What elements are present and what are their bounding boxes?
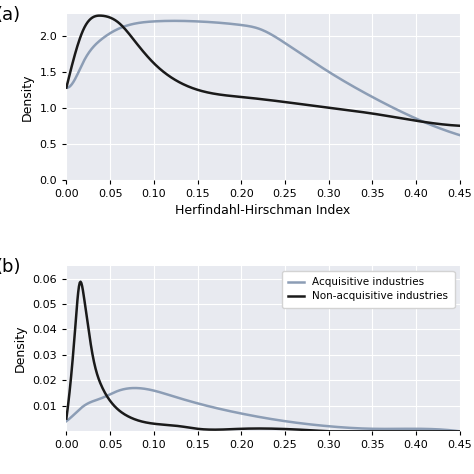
Text: (a): (a) (0, 6, 21, 24)
X-axis label: Herfindahl-Hirschman Index: Herfindahl-Hirschman Index (175, 204, 351, 217)
Text: (b): (b) (0, 257, 21, 275)
Y-axis label: Density: Density (21, 73, 34, 121)
Legend: Acquisitive industries, Non-acquisitive industries: Acquisitive industries, Non-acquisitive … (282, 271, 455, 308)
Y-axis label: Density: Density (14, 325, 27, 373)
